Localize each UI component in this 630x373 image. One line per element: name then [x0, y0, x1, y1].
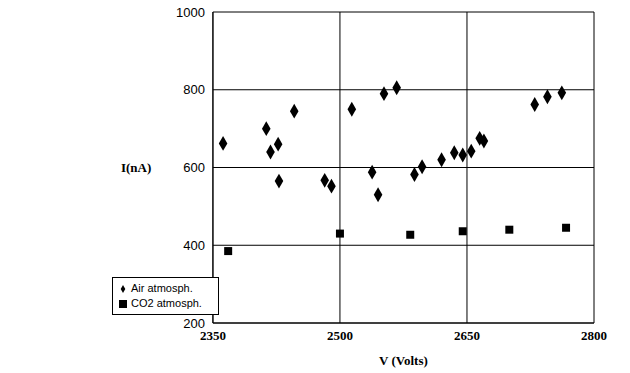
svg-text:1000: 1000: [176, 5, 205, 20]
svg-text:800: 800: [183, 82, 205, 97]
svg-text:600: 600: [183, 160, 205, 175]
svg-text:2800: 2800: [581, 328, 607, 343]
svg-text:2500: 2500: [327, 328, 353, 343]
html-text:CO2 atmosph.: CO2 atmosph.: [131, 297, 202, 309]
svg-text:400: 400: [183, 238, 205, 253]
svg-text:I(nA): I(nA): [121, 160, 151, 175]
html-text:Air atmosph.: Air atmosph.: [131, 282, 193, 294]
svg-text:200: 200: [183, 316, 205, 331]
svg-text:V (Volts): V (Volts): [379, 353, 428, 368]
svg-text:2650: 2650: [454, 328, 480, 343]
svg-text:2350: 2350: [199, 328, 226, 344]
